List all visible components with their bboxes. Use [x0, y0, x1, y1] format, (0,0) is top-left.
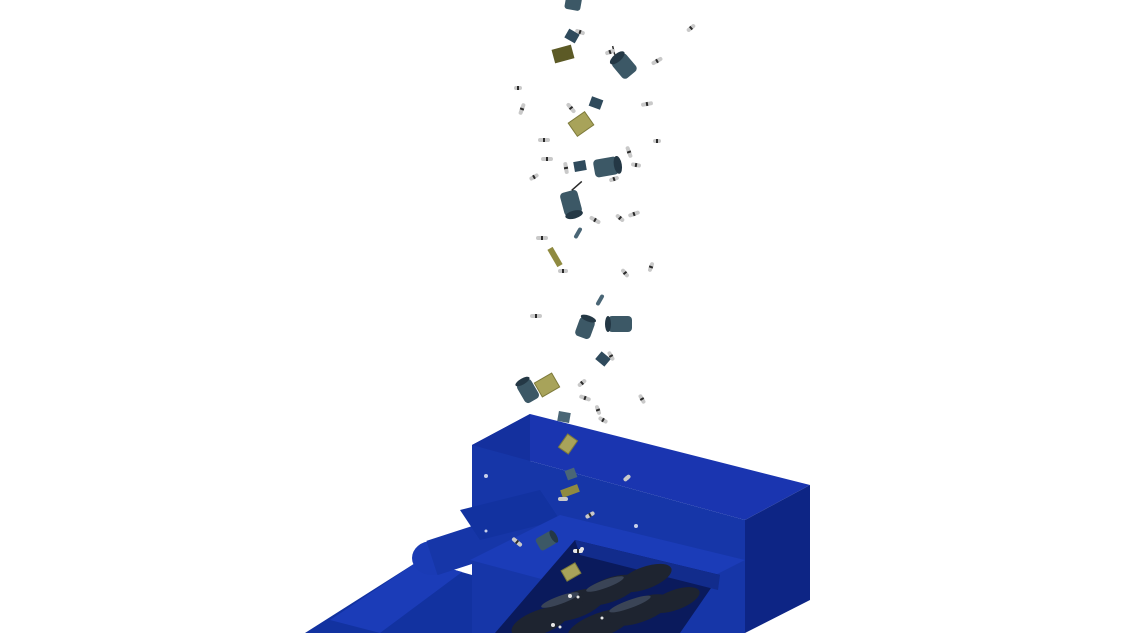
chip: [557, 411, 571, 423]
capacitor: [535, 530, 559, 551]
chip: [588, 96, 604, 110]
motor-base-top: [330, 560, 462, 633]
falling-components: [511, 0, 696, 629]
pcb-board: [567, 111, 595, 137]
chip: [564, 28, 580, 44]
chip: [564, 467, 578, 481]
housing-right-top: [745, 485, 810, 633]
pcb-board: [533, 372, 561, 398]
capacitor: [515, 376, 539, 404]
hopper-inner-wall: [575, 540, 720, 590]
chip: [573, 160, 587, 172]
cutter-blades: [511, 563, 700, 633]
housing-top-face: [472, 414, 810, 520]
capacitor: [575, 314, 597, 340]
capacitor: [564, 0, 582, 11]
pcb-board: [560, 484, 580, 498]
chip: [595, 351, 611, 367]
capacitor: [609, 45, 637, 79]
pcb-board: [547, 246, 563, 268]
resistors: [511, 24, 696, 553]
capacitor: [605, 316, 632, 332]
pcb-board: [551, 44, 575, 64]
pcb-board: [560, 562, 582, 582]
capacitor: [593, 156, 623, 178]
shaft-support: [460, 490, 560, 540]
capacitor: [560, 180, 583, 220]
shredder-machine: [305, 414, 810, 633]
hopper-debris: [551, 547, 604, 629]
pcb-board: [557, 433, 579, 455]
